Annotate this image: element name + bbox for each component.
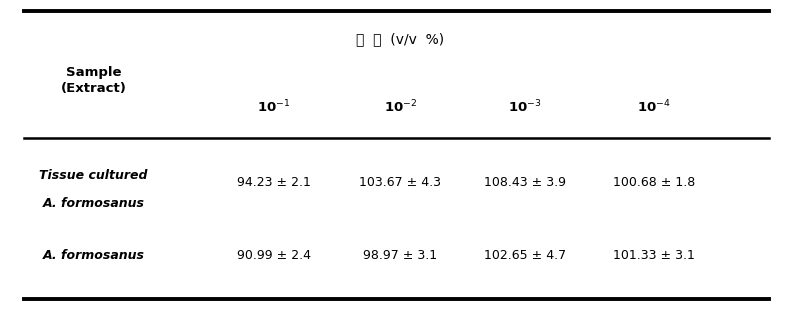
Text: 10$^{-3}$: 10$^{-3}$ [508, 99, 542, 115]
Text: 108.43 ± 3.9: 108.43 ± 3.9 [484, 176, 566, 189]
Text: 농  도  (v/v  %): 농 도 (v/v %) [356, 32, 445, 46]
Text: A. formosanus: A. formosanus [43, 249, 144, 262]
Text: 103.67 ± 4.3: 103.67 ± 4.3 [359, 176, 442, 189]
Text: 90.99 ± 2.4: 90.99 ± 2.4 [236, 249, 311, 262]
Text: 101.33 ± 3.1: 101.33 ± 3.1 [613, 249, 695, 262]
Text: 102.65 ± 4.7: 102.65 ± 4.7 [484, 249, 566, 262]
Text: Sample
(Extract): Sample (Extract) [60, 66, 127, 95]
Text: Tissue cultured: Tissue cultured [40, 169, 147, 182]
Text: 10$^{-1}$: 10$^{-1}$ [257, 99, 290, 115]
Text: A. formosanus: A. formosanus [43, 197, 144, 210]
Text: 10$^{-4}$: 10$^{-4}$ [638, 99, 671, 115]
Text: 10$^{-2}$: 10$^{-2}$ [384, 99, 417, 115]
Text: 94.23 ± 2.1: 94.23 ± 2.1 [236, 176, 311, 189]
Text: 98.97 ± 3.1: 98.97 ± 3.1 [363, 249, 438, 262]
Text: 100.68 ± 1.8: 100.68 ± 1.8 [613, 176, 695, 189]
